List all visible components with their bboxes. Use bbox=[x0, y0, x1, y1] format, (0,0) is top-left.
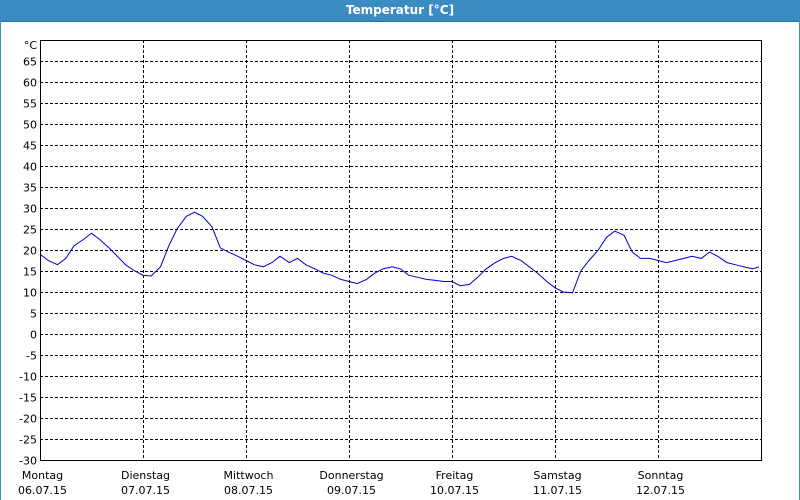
y-tick-label: 55 bbox=[23, 98, 37, 111]
x-tick-day: Donnerstag bbox=[319, 469, 383, 482]
x-tick-date: 08.07.15 bbox=[224, 484, 273, 497]
y-tick-label: 65 bbox=[23, 56, 37, 69]
y-tick-label: 60 bbox=[23, 77, 37, 90]
frame-left-border bbox=[0, 21, 1, 500]
chart-titlebar: Temperatur [°C] bbox=[0, 0, 800, 22]
y-axis-unit-label: °C bbox=[24, 39, 38, 52]
y-tick-label: 45 bbox=[23, 140, 37, 153]
y-tick-label: 35 bbox=[23, 182, 37, 195]
y-tick-label: -10 bbox=[19, 371, 37, 384]
x-tick-day: Freitag bbox=[436, 469, 474, 482]
y-tick-label: 0 bbox=[30, 329, 37, 342]
y-tick-label: 25 bbox=[23, 224, 37, 237]
x-tick-date: 09.07.15 bbox=[327, 484, 376, 497]
y-tick-label: -25 bbox=[19, 434, 37, 447]
y-tick-label: -15 bbox=[19, 392, 37, 405]
y-tick-label: 30 bbox=[23, 203, 37, 216]
x-tick-date: 10.07.15 bbox=[430, 484, 479, 497]
x-tick-day: Mittwoch bbox=[224, 469, 274, 482]
y-tick-label: -20 bbox=[19, 413, 37, 426]
x-tick-date: 12.07.15 bbox=[636, 484, 685, 497]
y-tick-label: 10 bbox=[23, 287, 37, 300]
x-tick-day: Montag bbox=[22, 469, 63, 482]
x-tick-day: Samstag bbox=[533, 469, 581, 482]
x-axis-ticks: Montag 06.07.15 Dienstag 07.07.15 Mittwoch 08… bbox=[18, 469, 685, 497]
y-tick-label: -30 bbox=[19, 455, 37, 468]
y-axis-ticks: 65605550454035302520151050-5-10-15-20-25… bbox=[19, 56, 37, 468]
y-tick-label: 15 bbox=[23, 266, 37, 279]
y-tick-label: 40 bbox=[23, 161, 37, 174]
x-tick-date: 11.07.15 bbox=[533, 484, 582, 497]
vertical-grid bbox=[143, 40, 659, 460]
y-tick-label: -5 bbox=[26, 350, 37, 363]
x-tick-date: 06.07.15 bbox=[18, 484, 67, 497]
y-tick-label: 50 bbox=[23, 119, 37, 132]
y-tick-label: 20 bbox=[23, 245, 37, 258]
x-tick-day: Sonntag bbox=[638, 469, 684, 482]
y-tick-label: 5 bbox=[30, 308, 37, 321]
chart-title: Temperatur [°C] bbox=[345, 3, 455, 17]
x-tick-date: 07.07.15 bbox=[121, 484, 170, 497]
horizontal-grid bbox=[40, 61, 761, 440]
temperature-line bbox=[39, 211, 760, 294]
x-tick-day: Dienstag bbox=[121, 469, 170, 482]
